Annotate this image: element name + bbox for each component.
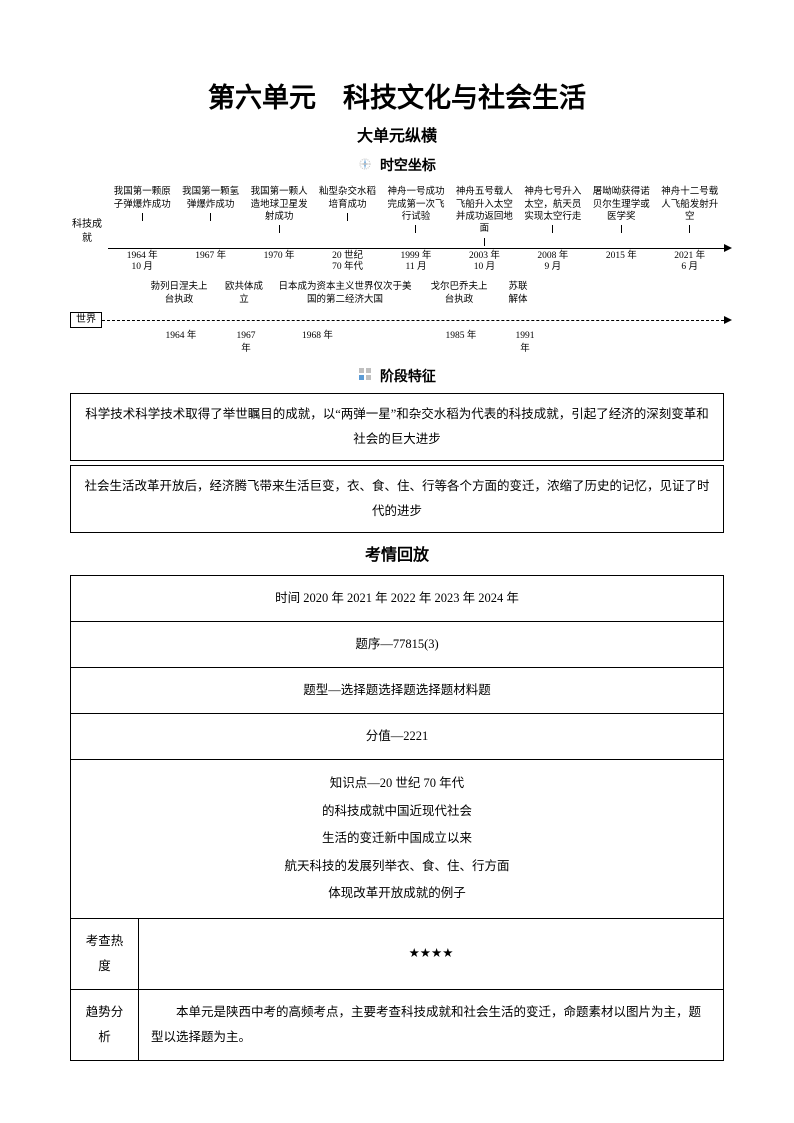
timeline-date: 2015 年 (587, 251, 655, 274)
exam-heat-label: 考查热度 (71, 918, 139, 989)
timeline-china-events: 我国第一颗原子弹爆炸成功 我国第一颗氢弹爆炸成功 我国第一颗人造地球卫星发射成功… (108, 186, 724, 245)
timeline-axis-china (108, 248, 724, 249)
section-timeline-label: 时空坐标 (380, 157, 436, 173)
timeline-date: 1968 年 (272, 330, 422, 357)
timeline-date: 2008 年9 月 (519, 251, 587, 274)
timeline-event: 神舟七号升入太空，航天员实现太空行走 (519, 186, 587, 245)
timeline-event: 神舟一号成功完成第一次飞行试验 (382, 186, 450, 245)
timeline-event: 屠呦呦获得诺贝尔生理学或医学奖 (587, 186, 655, 245)
timeline-world-events: 勃列日涅夫上台执政 欧共体成立 日本成为资本主义世界仅次于美国的第二经济大国 戈… (140, 281, 724, 306)
exam-row-type: 题型—选择题选择题选择题材料题 (71, 668, 724, 714)
squares-icon (358, 367, 372, 387)
main-title: 第六单元 科技文化与社会生活 (70, 80, 724, 118)
timeline-event: 神舟十二号载人飞船发射升空 (656, 186, 724, 245)
timeline-event: 日本成为资本主义世界仅次于美国的第二经济大国 (270, 281, 420, 306)
timeline-date: 2021 年6 月 (656, 251, 724, 274)
timeline-event: 我国第一颗人造地球卫星发射成功 (245, 186, 313, 245)
arrow-icon (724, 244, 732, 252)
timeline-date: 1964 年10 月 (108, 251, 176, 274)
timeline-date: 1991 年 (500, 330, 550, 357)
exam-row-knowledge: 知识点—20 世纪 70 年代 的科技成就中国近现代社会 生活的变迁新中国成立以… (71, 760, 724, 919)
section-exam-header: 考情回放 (70, 545, 724, 567)
timeline-date: 2003 年10 月 (450, 251, 518, 274)
section-stage-header: 阶段特征 (70, 367, 724, 387)
timeline-date: 1999 年11 月 (382, 251, 450, 274)
exam-table: 时间 2020 年 2021 年 2022 年 2023 年 2024 年 题序… (70, 575, 724, 1061)
timeline-event: 戈尔巴乔夫上台执政 (420, 281, 498, 306)
exam-trend-text: 本单元是陕西中考的高频考点，主要考查科技成就和社会生活的变迁，命题素材以图片为主… (139, 989, 724, 1060)
timeline-event: 我国第一颗原子弹爆炸成功 (108, 186, 176, 245)
timeline-event: 神舟五号载人飞船升入太空并成功返回地面 (450, 186, 518, 245)
compass-icon (358, 157, 372, 177)
timeline-event: 籼型杂交水稻培育成功 (313, 186, 381, 245)
exam-row-time: 时间 2020 年 2021 年 2022 年 2023 年 2024 年 (71, 576, 724, 622)
stage-row-1: 科学技术科学技术取得了举世瞩目的成就，以“两弹一星”和杂交水稻为代表的科技成就，… (70, 393, 724, 461)
timeline-event: 我国第一颗氢弹爆炸成功 (176, 186, 244, 245)
stage-row-2: 社会生活改革开放后，经济腾飞带来生活巨变，衣、食、住、行等各个方面的变迁，浓缩了… (70, 465, 724, 533)
timeline-event: 勃列日涅夫上台执政 (140, 281, 218, 306)
arrow-icon (724, 316, 732, 324)
timeline-date: 1967 年 (220, 330, 272, 357)
exam-heat-value: ★★★★ (139, 918, 724, 989)
section-timeline-header: 时空坐标 (70, 156, 724, 176)
timeline-event: 苏联解体 (498, 281, 538, 306)
section-stage-label: 阶段特征 (380, 368, 436, 384)
sub-title: 大单元纵横 (70, 126, 724, 148)
timeline-date: 1964 年 (142, 330, 220, 357)
timeline-world-dates: 1964 年 1967 年 1968 年 1985 年 1991 年 (142, 330, 724, 357)
timeline-label-china: 科技成就 (70, 218, 108, 246)
exam-row-seq: 题序—77815(3) (71, 622, 724, 668)
timeline-axis-world (102, 320, 724, 321)
timeline-date: 1967 年 (176, 251, 244, 274)
timeline-china-dates: 1964 年10 月 1967 年 1970 年 20 世纪70 年代 1999… (108, 251, 724, 274)
timeline-date: 1985 年 (422, 330, 500, 357)
timeline-label-world: 世界 (70, 312, 102, 328)
timeline-date: 1970 年 (245, 251, 313, 274)
timeline-diagram: 科技成就 我国第一颗原子弹爆炸成功 我国第一颗氢弹爆炸成功 我国第一颗人造地球卫… (70, 186, 724, 356)
timeline-event: 欧共体成立 (218, 281, 270, 306)
exam-trend-label: 趋势分析 (71, 989, 139, 1060)
timeline-date: 20 世纪70 年代 (313, 251, 381, 274)
exam-row-score: 分值—2221 (71, 714, 724, 760)
